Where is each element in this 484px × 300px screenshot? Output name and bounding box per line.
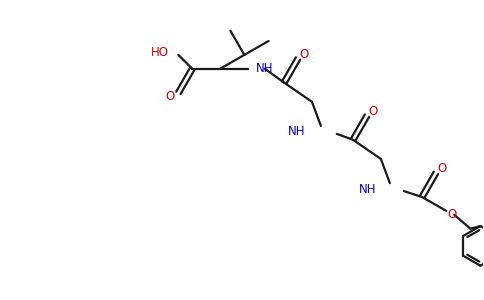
Text: NH: NH xyxy=(359,183,376,196)
Text: O: O xyxy=(438,162,447,176)
Text: NH: NH xyxy=(256,62,273,75)
Text: HO: HO xyxy=(151,46,168,59)
Text: O: O xyxy=(300,48,309,61)
Text: O: O xyxy=(448,208,457,221)
Text: O: O xyxy=(166,90,175,104)
Text: O: O xyxy=(368,105,378,118)
Text: NH: NH xyxy=(287,125,305,138)
